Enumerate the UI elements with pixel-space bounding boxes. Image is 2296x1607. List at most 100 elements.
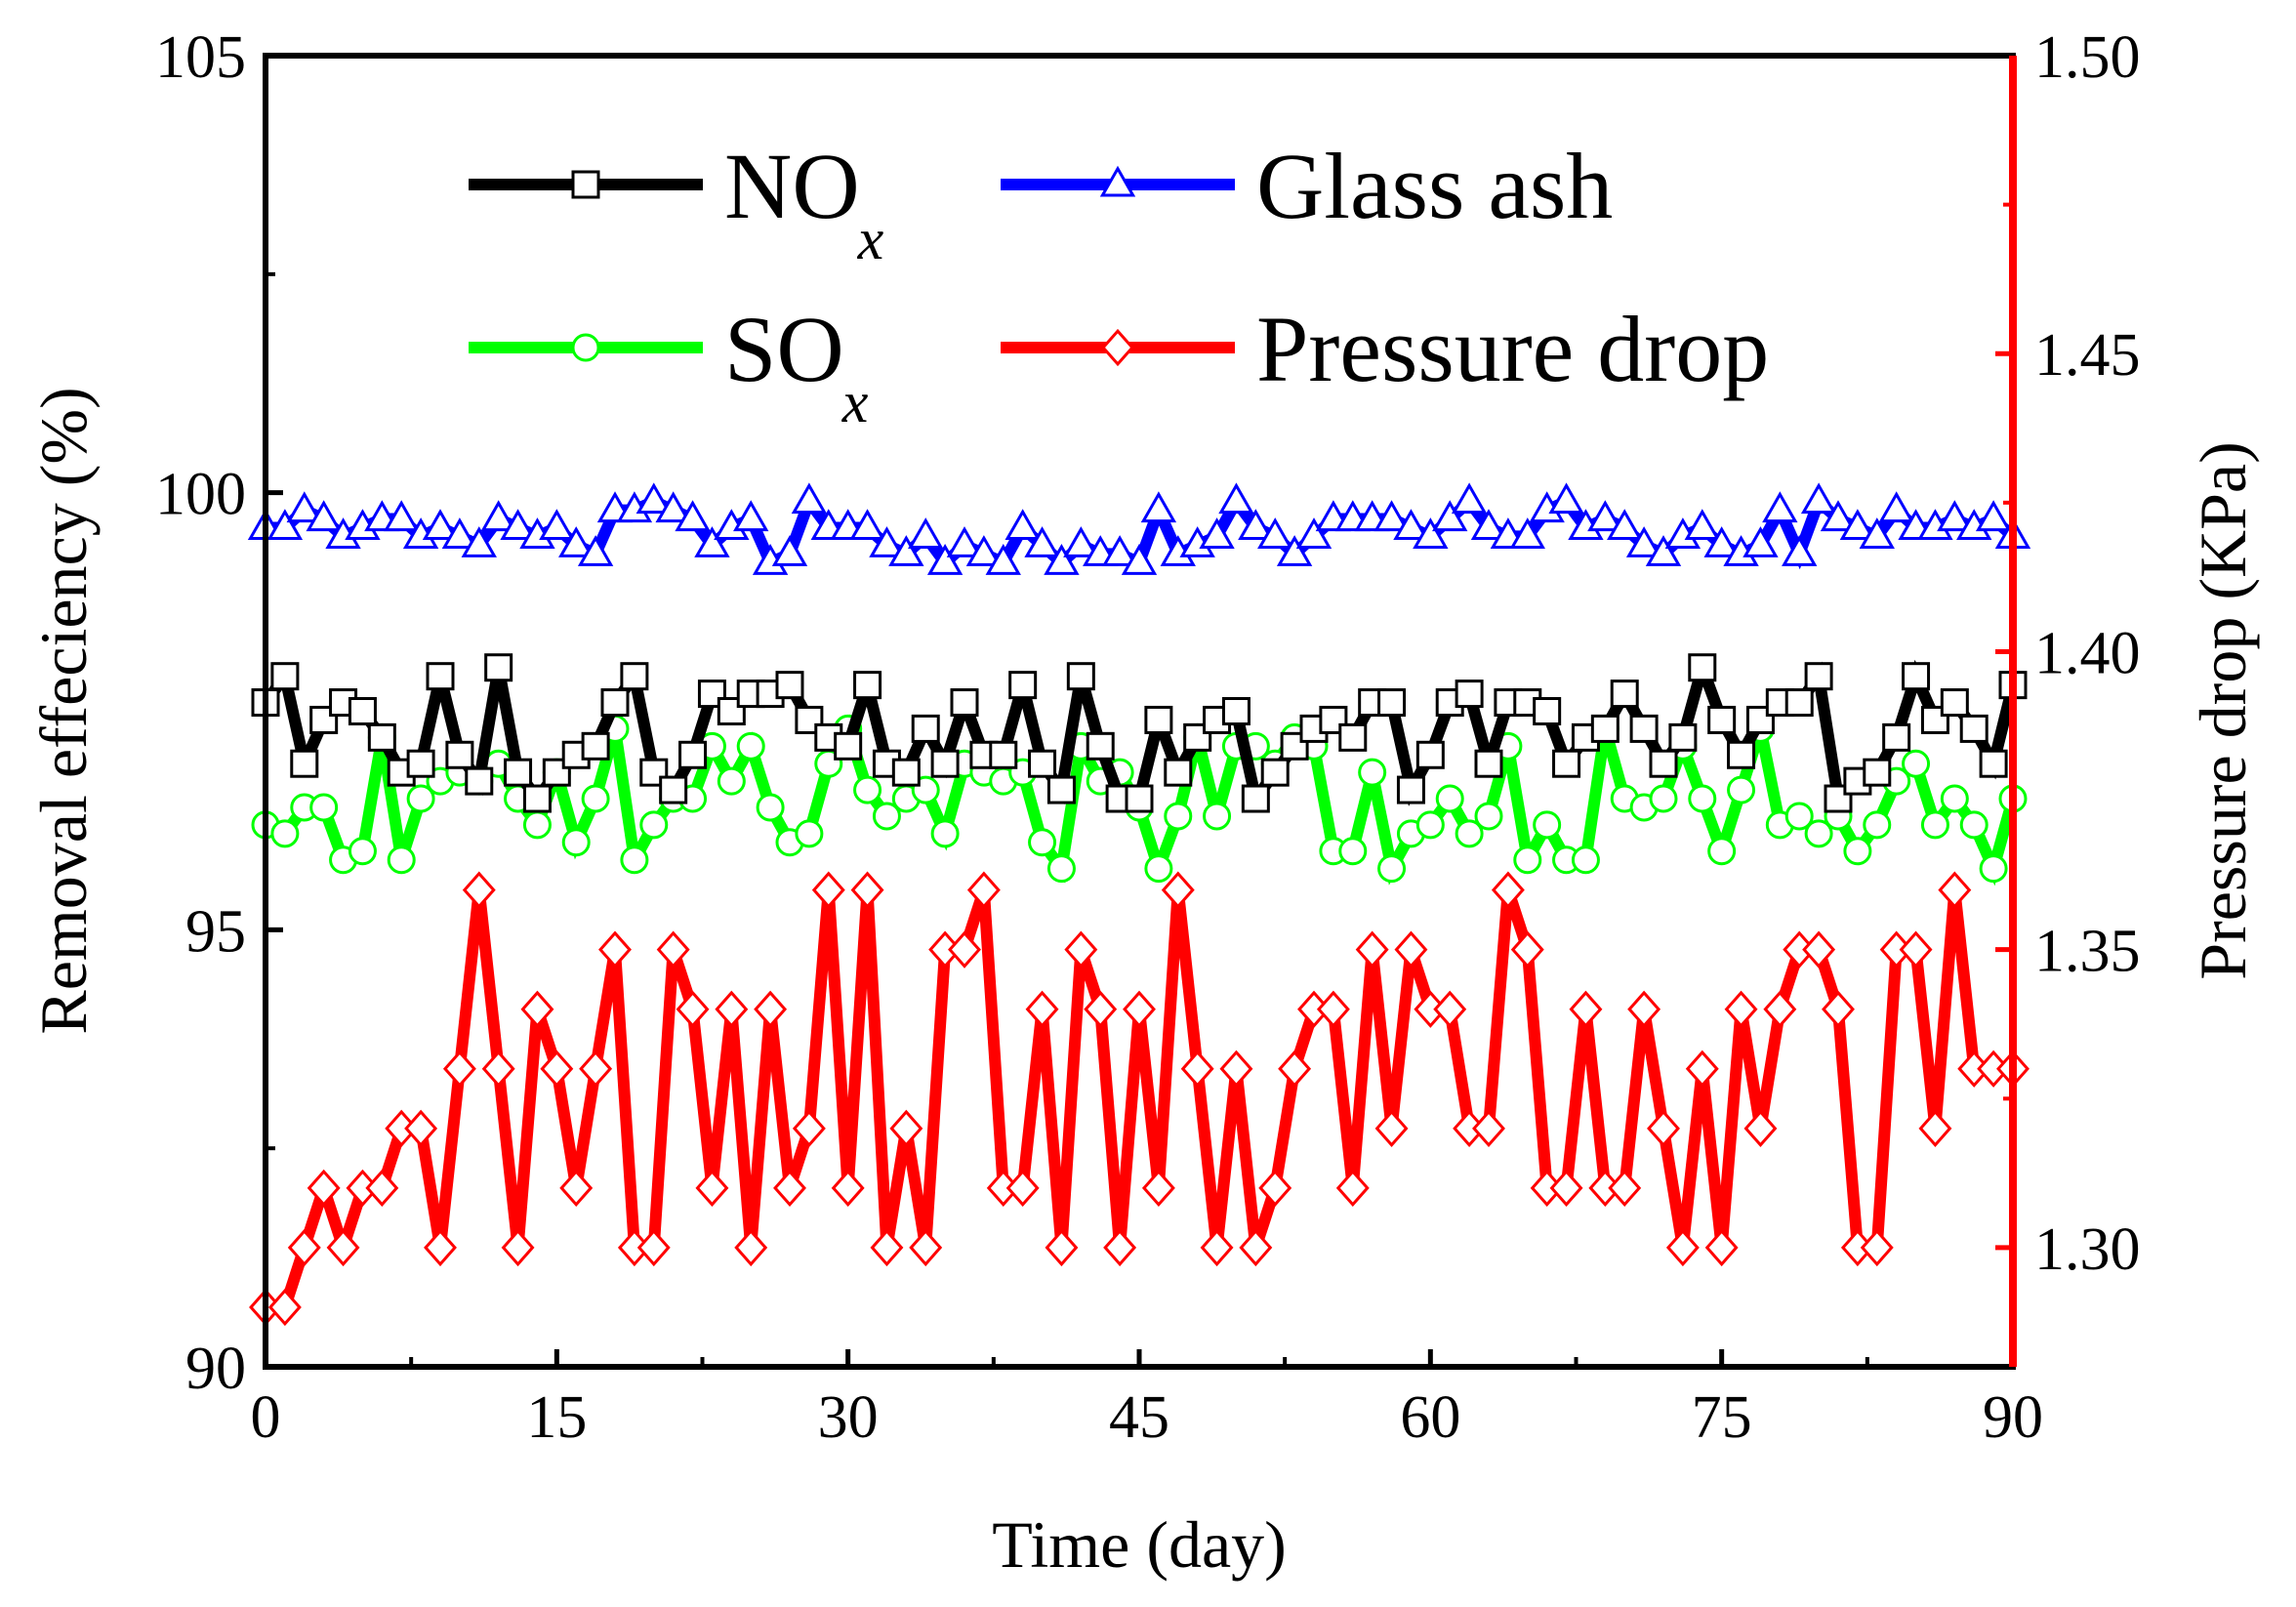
data-point <box>1025 990 1059 1028</box>
data-point <box>1938 871 1972 909</box>
data-point <box>406 749 435 778</box>
data-point <box>1703 526 1740 557</box>
data-point <box>795 819 824 848</box>
data-point <box>1510 930 1544 968</box>
data-point <box>581 784 610 813</box>
data-point <box>1455 680 1484 709</box>
data-point <box>1668 722 1698 752</box>
data-point <box>1472 1109 1505 1147</box>
data-point <box>1257 517 1293 549</box>
data-point <box>461 526 497 557</box>
data-point <box>1064 930 1098 968</box>
data-point <box>1937 500 1973 532</box>
data-point <box>307 1169 341 1208</box>
data-point <box>791 482 828 515</box>
x-tick-label: 0 <box>251 1384 281 1451</box>
data-point <box>1684 509 1720 541</box>
data-point <box>1258 1169 1292 1208</box>
data-point <box>1820 500 1857 532</box>
data-point <box>1144 854 1173 884</box>
data-point <box>1335 1169 1370 1208</box>
data-point <box>1959 810 1988 840</box>
data-point <box>675 500 711 532</box>
data-point <box>869 526 905 557</box>
data-point <box>1432 500 1468 532</box>
data-point <box>1024 526 1060 557</box>
data-point <box>1103 1228 1137 1267</box>
data-point <box>1863 810 1892 840</box>
x-tick-label: 45 <box>1109 1384 1169 1451</box>
data-point <box>655 491 691 523</box>
x-tick-label: 15 <box>526 1384 587 1451</box>
data-point <box>558 526 594 557</box>
data-point <box>504 758 533 787</box>
data-point <box>1688 784 1717 813</box>
data-point <box>636 1228 671 1267</box>
data-point <box>1394 930 1428 968</box>
data-point <box>1278 1050 1312 1088</box>
data-point <box>266 509 304 541</box>
data-point <box>1800 482 1837 515</box>
data-point <box>1587 500 1623 532</box>
data-point <box>1762 491 1798 523</box>
data-point <box>306 500 342 532</box>
series-glass-ash <box>247 482 2031 575</box>
data-point <box>462 871 496 909</box>
data-point <box>581 731 610 761</box>
data-point <box>1123 990 1156 1028</box>
data-point <box>579 1050 613 1088</box>
y2-tick-label: 1.35 <box>2034 919 2141 985</box>
data-point <box>695 1169 729 1208</box>
y-tick-label: 100 <box>155 462 246 528</box>
data-point <box>445 740 474 769</box>
data-point <box>540 1050 574 1088</box>
data-point <box>522 784 552 813</box>
data-point <box>1802 930 1836 968</box>
data-point <box>1413 517 1449 549</box>
data-point <box>1724 990 1758 1028</box>
data-point <box>365 1169 399 1208</box>
data-point <box>756 793 785 822</box>
data-point <box>773 1169 806 1208</box>
data-point <box>1940 688 1969 718</box>
data-point <box>1241 784 1270 813</box>
data-point <box>1396 775 1425 804</box>
data-point <box>1374 1109 1409 1147</box>
data-point <box>1046 775 1076 804</box>
data-point <box>1533 810 1562 840</box>
data-point <box>1164 758 1193 787</box>
data-point <box>872 802 901 831</box>
data-point <box>1180 1050 1214 1088</box>
data-point <box>1569 990 1603 1028</box>
series-nox <box>251 653 2028 813</box>
data-point <box>1470 509 1507 541</box>
data-point <box>270 662 300 691</box>
data-point <box>1627 990 1661 1028</box>
data-point <box>950 688 979 718</box>
data-point <box>639 758 669 787</box>
data-point <box>1358 758 1387 787</box>
data-point <box>1743 1109 1778 1147</box>
data-point <box>620 845 649 875</box>
data-point <box>831 1169 865 1208</box>
data-point <box>1316 990 1350 1028</box>
data-point <box>694 526 730 557</box>
data-point <box>1625 526 1662 557</box>
data-point <box>911 714 940 743</box>
data-point <box>1183 722 1212 752</box>
data-point <box>771 535 808 566</box>
data-point <box>1238 509 1274 541</box>
data-point <box>577 535 614 566</box>
data-point <box>985 544 1021 575</box>
data-point <box>1707 705 1737 734</box>
data-point <box>1940 784 1969 813</box>
data-point <box>600 688 630 718</box>
data-point <box>792 1109 826 1147</box>
data-point <box>1161 871 1195 909</box>
data-point <box>891 758 921 787</box>
data-point <box>715 990 749 1028</box>
data-point <box>1548 482 1584 515</box>
data-point <box>834 731 863 761</box>
plot-series <box>247 482 2031 1327</box>
data-point <box>1199 517 1235 549</box>
